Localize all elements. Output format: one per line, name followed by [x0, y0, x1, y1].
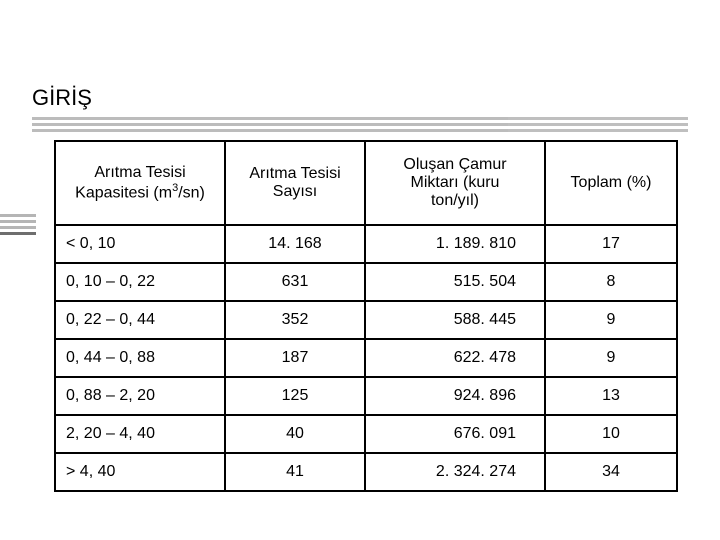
col-header-line: Sayısı — [273, 183, 317, 200]
cell-total: 13 — [545, 377, 677, 415]
col-header-line: Oluşan Çamur — [403, 156, 506, 173]
page-title: GİRİŞ — [32, 85, 688, 117]
cell-total: 9 — [545, 301, 677, 339]
cell-count: 631 — [225, 263, 365, 301]
cell-total: 34 — [545, 453, 677, 491]
cell-sludge: 676. 091 — [365, 415, 545, 453]
cell-capacity: 2, 20 – 4, 40 — [55, 415, 225, 453]
col-header-line: Miktarı (kuru — [411, 174, 500, 191]
cell-count: 125 — [225, 377, 365, 415]
data-table: Arıtma Tesisi Kapasitesi (m3/sn) Arıtma … — [54, 140, 678, 492]
table-row: < 0, 10 14. 168 1. 189. 810 17 — [55, 225, 677, 263]
cell-count: 14. 168 — [225, 225, 365, 263]
cell-capacity: 0, 22 – 0, 44 — [55, 301, 225, 339]
col-header-line: ton/yıl) — [431, 192, 479, 209]
cell-total: 9 — [545, 339, 677, 377]
cell-capacity: 0, 10 – 0, 22 — [55, 263, 225, 301]
cell-total: 8 — [545, 263, 677, 301]
cell-capacity: < 0, 10 — [55, 225, 225, 263]
cell-sludge: 924. 896 — [365, 377, 545, 415]
col-header-capacity: Arıtma Tesisi Kapasitesi (m3/sn) — [55, 141, 225, 225]
table-body: < 0, 10 14. 168 1. 189. 810 17 0, 10 – 0… — [55, 225, 677, 491]
table-row: 0, 88 – 2, 20 125 924. 896 13 — [55, 377, 677, 415]
cell-count: 40 — [225, 415, 365, 453]
cell-capacity: 0, 44 – 0, 88 — [55, 339, 225, 377]
table-header-row: Arıtma Tesisi Kapasitesi (m3/sn) Arıtma … — [55, 141, 677, 225]
heading-block: GİRİŞ — [32, 85, 688, 133]
cell-count: 187 — [225, 339, 365, 377]
table-row: > 4, 40 41 2. 324. 274 34 — [55, 453, 677, 491]
cell-total: 17 — [545, 225, 677, 263]
col-header-line: Toplam (%) — [571, 174, 652, 191]
cell-sludge: 1. 189. 810 — [365, 225, 545, 263]
cell-sludge: 588. 445 — [365, 301, 545, 339]
col-header-sludge: Oluşan Çamur Miktarı (kuru ton/yıl) — [365, 141, 545, 225]
col-header-line: Arıtma Tesisi — [94, 164, 185, 181]
table-row: 0, 10 – 0, 22 631 515. 504 8 — [55, 263, 677, 301]
cell-capacity: 0, 88 – 2, 20 — [55, 377, 225, 415]
table-row: 2, 20 – 4, 40 40 676. 091 10 — [55, 415, 677, 453]
cell-sludge: 2. 324. 274 — [365, 453, 545, 491]
cell-sludge: 622. 478 — [365, 339, 545, 377]
col-header-total: Toplam (%) — [545, 141, 677, 225]
cell-capacity: > 4, 40 — [55, 453, 225, 491]
cell-total: 10 — [545, 415, 677, 453]
cell-sludge: 515. 504 — [365, 263, 545, 301]
col-header-line: Kapasitesi (m — [75, 184, 172, 201]
cell-count: 41 — [225, 453, 365, 491]
table-row: 0, 44 – 0, 88 187 622. 478 9 — [55, 339, 677, 377]
heading-rules — [32, 117, 688, 133]
cell-count: 352 — [225, 301, 365, 339]
col-header-line: Arıtma Tesisi — [249, 165, 340, 182]
col-header-count: Arıtma Tesisi Sayısı — [225, 141, 365, 225]
side-rules — [0, 214, 36, 238]
table-row: 0, 22 – 0, 44 352 588. 445 9 — [55, 301, 677, 339]
col-header-tail: /sn) — [178, 184, 205, 201]
